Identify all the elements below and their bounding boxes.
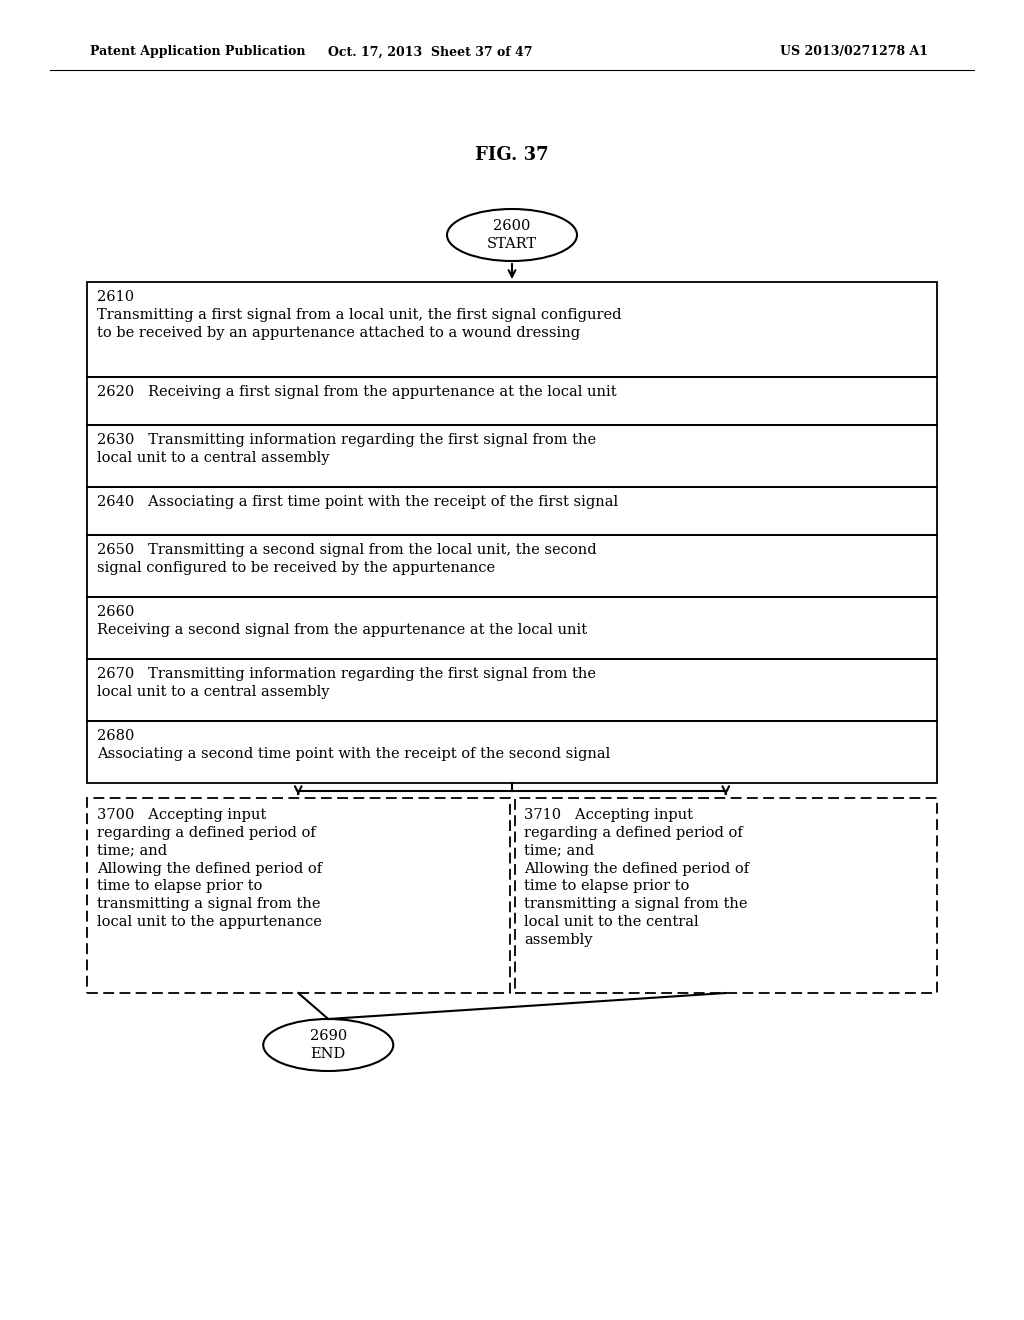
- Bar: [87, 425, 937, 487]
- Bar: [87, 535, 937, 597]
- Text: 3710   Accepting input
regarding a defined period of
time; and
Allowing the defi: 3710 Accepting input regarding a defined…: [524, 808, 750, 946]
- Text: 3700   Accepting input
regarding a defined period of
time; and
Allowing the defi: 3700 Accepting input regarding a defined…: [97, 808, 323, 929]
- Text: 2680
Associating a second time point with the receipt of the second signal: 2680 Associating a second time point wit…: [97, 729, 610, 760]
- Text: 2670   Transmitting information regarding the first signal from the
local unit t: 2670 Transmitting information regarding …: [97, 667, 596, 698]
- Bar: [87, 378, 937, 425]
- Bar: [87, 721, 937, 783]
- Text: Patent Application Publication: Patent Application Publication: [90, 45, 305, 58]
- Text: 2660
Receiving a second signal from the appurtenance at the local unit: 2660 Receiving a second signal from the …: [97, 605, 587, 636]
- Text: US 2013/0271278 A1: US 2013/0271278 A1: [780, 45, 928, 58]
- Text: Oct. 17, 2013  Sheet 37 of 47: Oct. 17, 2013 Sheet 37 of 47: [328, 45, 532, 58]
- Text: 2630   Transmitting information regarding the first signal from the
local unit t: 2630 Transmitting information regarding …: [97, 433, 596, 465]
- Text: 2650   Transmitting a second signal from the local unit, the second
signal confi: 2650 Transmitting a second signal from t…: [97, 543, 597, 574]
- Text: 2640   Associating a first time point with the receipt of the first signal: 2640 Associating a first time point with…: [97, 495, 618, 510]
- Text: 2620   Receiving a first signal from the appurtenance at the local unit: 2620 Receiving a first signal from the a…: [97, 385, 616, 399]
- Text: 2690
END: 2690 END: [309, 1030, 347, 1061]
- Bar: [87, 487, 937, 535]
- Bar: [87, 799, 510, 993]
- Text: 2610
Transmitting a first signal from a local unit, the first signal configured
: 2610 Transmitting a first signal from a …: [97, 290, 622, 339]
- Text: 2600
START: 2600 START: [487, 219, 537, 251]
- Text: FIG. 37: FIG. 37: [475, 147, 549, 164]
- Bar: [514, 799, 937, 993]
- Bar: [87, 659, 937, 721]
- Bar: [87, 282, 937, 378]
- Bar: [87, 597, 937, 659]
